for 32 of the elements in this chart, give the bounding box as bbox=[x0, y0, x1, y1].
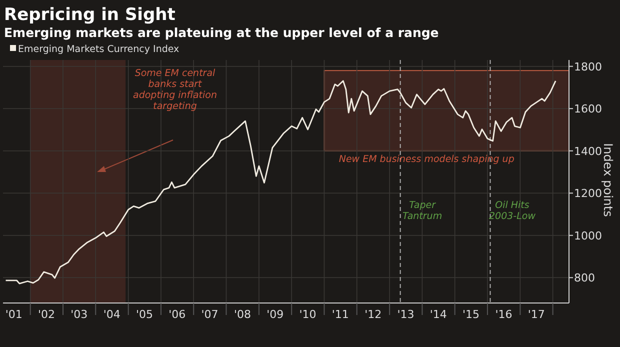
x-tick-label: '15 bbox=[462, 308, 480, 321]
x-tick-label: '12 bbox=[364, 308, 382, 321]
x-tick-label: '14 bbox=[430, 308, 447, 321]
chart-subtitle: Emerging markets are plateuing at the upper level of a range bbox=[4, 25, 439, 40]
y-tick-label: 1400 bbox=[574, 144, 602, 158]
line-series bbox=[5, 80, 556, 284]
x-tick-label: '01 bbox=[5, 308, 22, 321]
band-label: Some EM central banks start adopting inflation targeting bbox=[133, 68, 217, 112]
x-tick-label: '04 bbox=[103, 308, 120, 321]
y-tick-label: 1000 bbox=[574, 229, 602, 242]
annotation: New EM business models shaping up bbox=[338, 154, 514, 165]
y-tick-label: 800 bbox=[574, 272, 595, 285]
x-tick-label: '05 bbox=[136, 308, 154, 321]
y-tick-label: 1800 bbox=[574, 60, 602, 74]
ref-line-label: Taper Tantrum bbox=[402, 200, 442, 222]
x-tick-label: '06 bbox=[168, 308, 186, 321]
ref-line-label: Oil Hits 2003-Low bbox=[488, 200, 536, 222]
x-tick-label: '08 bbox=[234, 308, 252, 321]
y-tick-label: 1200 bbox=[574, 187, 602, 200]
y-axis-title: Index points bbox=[601, 143, 615, 217]
x-tick-label: '02 bbox=[38, 308, 56, 321]
x-tick-label: '17 bbox=[528, 308, 545, 321]
legend-label: Emerging Markets Currency Index bbox=[18, 44, 180, 55]
x-tick-label: '13 bbox=[397, 308, 414, 321]
x-tick-label: '09 bbox=[266, 308, 284, 321]
x-tick-label: '03 bbox=[70, 308, 88, 321]
x-tick-label: '16 bbox=[495, 308, 512, 321]
x-tick-label: '07 bbox=[201, 308, 218, 321]
chart-title: Repricing in Sight bbox=[4, 5, 176, 25]
x-tick-label: '11 bbox=[332, 308, 349, 321]
y-tick-label: 1600 bbox=[574, 102, 602, 116]
x-tick-label: '10 bbox=[299, 308, 316, 321]
